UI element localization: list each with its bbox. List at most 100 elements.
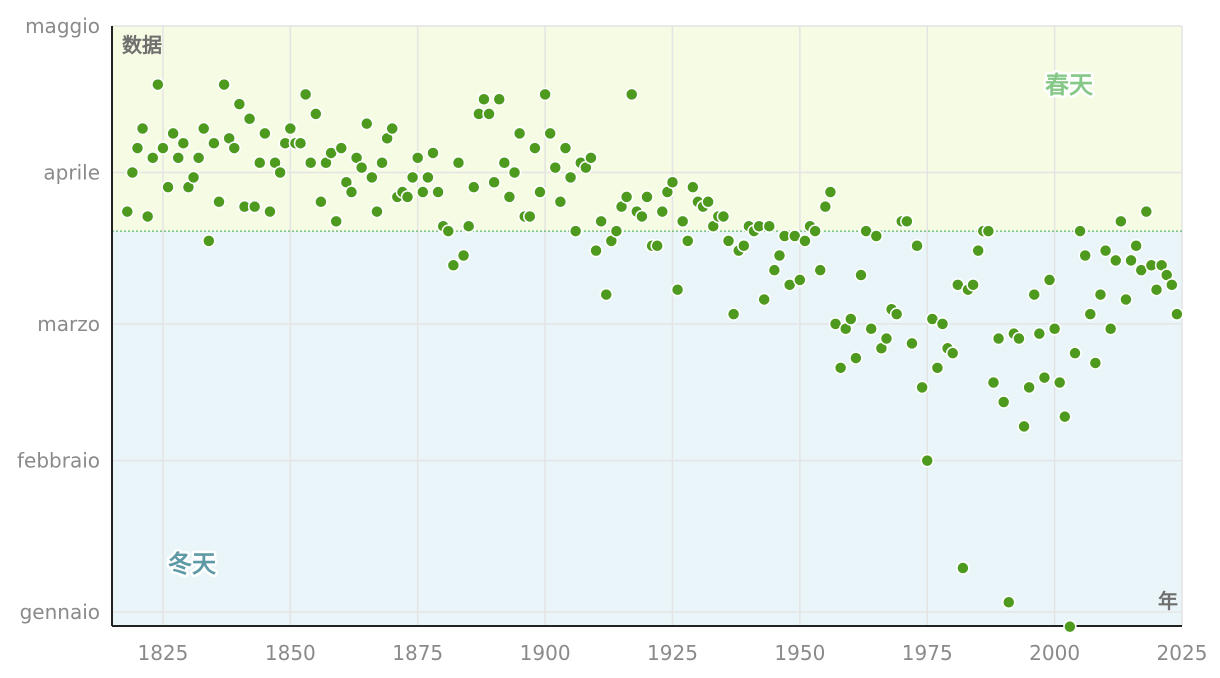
data-point-2020	[1149, 282, 1164, 297]
data-point-1920	[640, 190, 654, 204]
data-point-1855	[309, 107, 323, 121]
data-point-1877	[421, 170, 435, 185]
data-point-1954	[813, 263, 827, 277]
data-point-1837	[217, 77, 231, 92]
x-tick-label-2000: 2000	[1029, 641, 1080, 665]
y-tick-label-febbraio: febbraio	[17, 449, 100, 473]
x-tick-label-1825: 1825	[137, 641, 188, 665]
data-point-1878	[426, 146, 440, 160]
x-tick-label-1950: 1950	[774, 641, 825, 665]
data-point-1853	[298, 87, 313, 102]
data-point-1945	[767, 263, 782, 277]
data-point-1922	[650, 239, 664, 253]
data-point-1854	[303, 155, 318, 170]
data-point-1903	[553, 195, 568, 209]
data-point-1883	[451, 155, 466, 170]
data-point-1961	[849, 351, 863, 365]
y-tick-label-maggio: maggio	[25, 14, 100, 38]
data-point-1819	[125, 165, 140, 180]
data-point-1897	[523, 209, 537, 224]
data-point-1902	[548, 160, 563, 175]
data-point-1923	[655, 204, 670, 219]
data-point-2015	[1124, 253, 1138, 268]
data-point-1868	[375, 155, 389, 170]
data-point-1891	[492, 92, 506, 106]
data-point-1937	[726, 307, 741, 321]
data-point-1900	[538, 87, 552, 102]
data-point-1870	[385, 121, 399, 136]
data-point-2003	[1063, 619, 1077, 634]
data-point-1999	[1042, 273, 1057, 287]
data-point-1820	[130, 141, 145, 155]
data-point-1845	[258, 126, 272, 141]
data-point-1829	[176, 136, 191, 150]
data-point-1928	[681, 234, 695, 248]
data-point-1993	[1012, 331, 1026, 346]
data-point-1886	[467, 180, 481, 194]
data-point-1842	[242, 112, 257, 126]
data-point-1943	[757, 292, 771, 307]
data-point-1975	[920, 453, 934, 468]
data-point-1839	[227, 141, 242, 155]
data-point-1951	[798, 234, 812, 248]
data-point-1833	[196, 121, 211, 136]
data-point-1929	[686, 180, 700, 194]
data-point-1998	[1037, 370, 1052, 385]
data-point-1980	[945, 346, 960, 360]
data-point-1879	[431, 185, 445, 199]
data-point-1916	[619, 190, 634, 204]
y-tick-label-marzo: marzo	[37, 312, 100, 336]
x-axis-title: 年	[1158, 589, 1178, 613]
data-point-1876	[416, 185, 430, 199]
data-point-1852	[293, 136, 308, 150]
data-point-1894	[507, 165, 522, 180]
data-point-1827	[166, 126, 180, 141]
data-point-1856	[314, 195, 328, 209]
data-point-1919	[635, 209, 649, 224]
data-point-1905	[563, 170, 578, 185]
data-point-1926	[670, 282, 685, 297]
data-point-2013	[1114, 214, 1128, 229]
data-point-1990	[996, 395, 1011, 409]
data-point-1982	[956, 561, 970, 575]
x-tick-label-2025: 2025	[1157, 641, 1208, 665]
data-point-1860	[334, 141, 349, 155]
data-point-1862	[344, 185, 359, 199]
data-point-1867	[370, 204, 384, 219]
data-point-1828	[171, 151, 185, 165]
data-point-1950	[793, 273, 807, 287]
data-point-1881	[441, 224, 456, 238]
data-point-1996	[1027, 287, 1041, 302]
data-point-1912	[599, 287, 613, 302]
data-point-1973	[910, 239, 924, 253]
data-point-1956	[823, 185, 838, 199]
data-point-1901	[543, 126, 557, 141]
data-point-1914	[609, 224, 624, 238]
data-point-1893	[502, 190, 517, 204]
data-point-1846	[263, 204, 277, 219]
data-point-2023	[1165, 278, 1179, 292]
data-point-1906	[568, 224, 583, 238]
data-point-1866	[365, 170, 379, 185]
data-point-1823	[146, 151, 160, 165]
data-point-1890	[487, 175, 501, 190]
data-point-2007	[1083, 307, 1098, 321]
data-point-1962	[854, 268, 868, 282]
data-point-1899	[533, 185, 547, 199]
data-point-1953	[808, 224, 822, 238]
data-point-1821	[135, 121, 150, 136]
data-point-1911	[594, 214, 608, 229]
y-tick-labels: gennaio febbraio marzo aprile	[17, 161, 100, 625]
data-point-2009	[1093, 287, 1108, 302]
data-point-1974	[915, 380, 929, 395]
data-point-1978	[935, 317, 950, 331]
data-point-1988	[986, 375, 1001, 390]
data-point-1840	[232, 97, 247, 111]
data-point-1864	[354, 160, 369, 175]
x-tick-label-1975: 1975	[902, 641, 953, 665]
data-point-2000	[1047, 322, 1062, 336]
data-point-1885	[461, 219, 476, 233]
data-point-2010	[1098, 243, 1113, 258]
data-point-1987	[981, 224, 996, 238]
